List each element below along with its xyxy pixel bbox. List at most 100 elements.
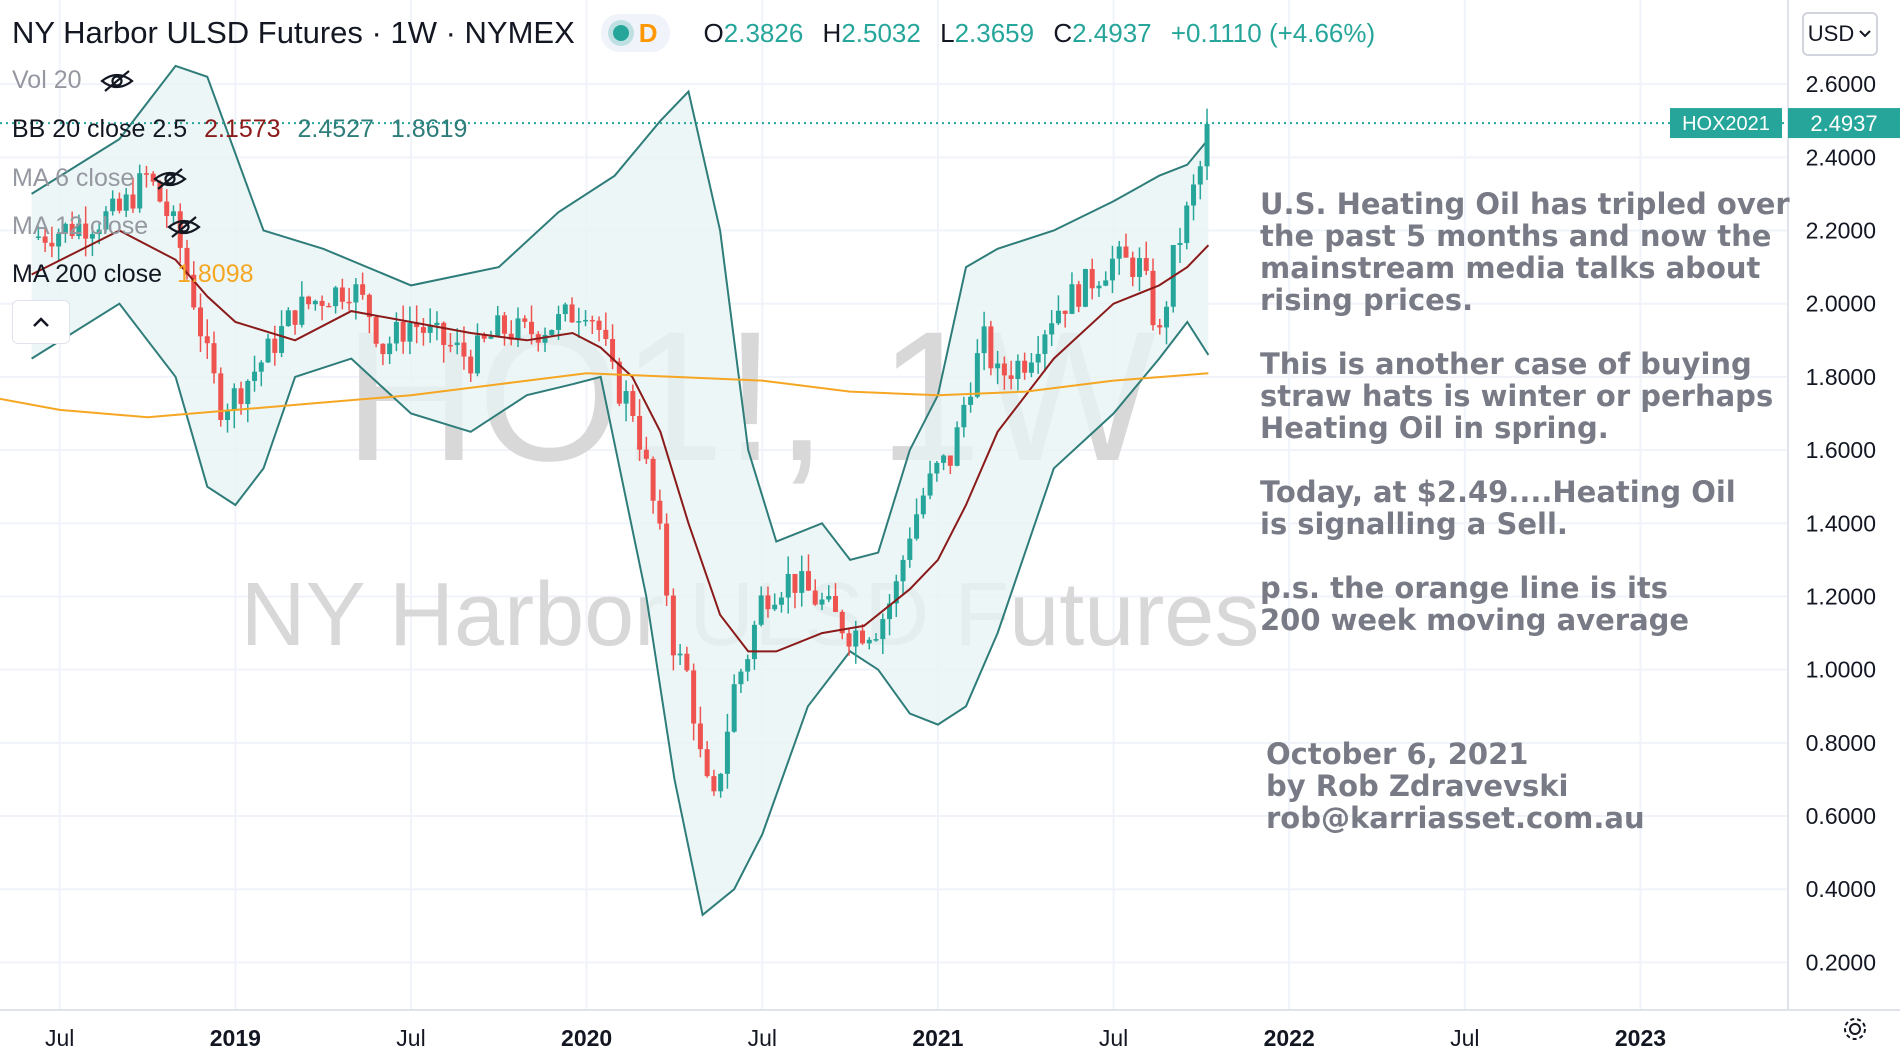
hidden-eye-icon[interactable] [153, 167, 187, 191]
price-tick-label: 0.4000 [1806, 876, 1876, 902]
indicator-ma6-label: MA 6 close [12, 164, 135, 192]
candle-body [873, 639, 879, 641]
hidden-eye-icon[interactable] [100, 69, 135, 93]
currency-selector[interactable]: USD [1802, 12, 1878, 56]
candle-body [934, 462, 940, 474]
candle-body [569, 304, 575, 323]
ohlc-open: 2.3826 [723, 17, 804, 48]
candle-body [69, 223, 75, 237]
candle-body [968, 396, 974, 405]
price-tick-label: 2.4000 [1806, 144, 1876, 170]
candle-body [623, 391, 629, 404]
candle-body [1204, 123, 1210, 167]
time-tick-label: 2023 [1615, 1025, 1666, 1051]
indicator-bb[interactable]: BB 20 close 2.5 2.1573 2.4527 1.8619 [12, 115, 467, 144]
candle-body [576, 321, 582, 323]
gear-icon[interactable] [1840, 1014, 1870, 1044]
candle-body [718, 773, 724, 792]
candle-body [501, 315, 507, 334]
collapse-legend-button[interactable] [12, 300, 70, 344]
indicator-ma12[interactable]: MA 12 close [12, 212, 201, 241]
candle-body [1082, 269, 1088, 307]
candle-body [961, 404, 967, 428]
ohlc-close-label: C [1053, 17, 1073, 48]
time-axis[interactable]: Jul 2019 Jul 2020 Jul 2021 Jul 2022 Jul 2023 [45, 1025, 1666, 1051]
candle-body [96, 229, 102, 235]
indicator-lines [0, 229, 1210, 653]
ohlc-high-label: H [822, 17, 842, 48]
exchange: NYMEX [464, 15, 575, 50]
hidden-eye-icon[interactable] [167, 215, 201, 239]
candle-body [393, 321, 399, 344]
candle-body [89, 234, 95, 239]
delayed-badge: D [638, 17, 658, 48]
candle-body [556, 314, 562, 330]
candle-body [914, 514, 920, 539]
candle-body [461, 342, 467, 357]
candle-body [650, 458, 656, 501]
candle-body [1062, 310, 1068, 314]
candle-body [954, 427, 960, 466]
price-tick-label: 1.6000 [1806, 437, 1876, 463]
indicator-ma12-label: MA 12 close [12, 212, 149, 240]
candle-body [1130, 257, 1136, 278]
candle-body [1150, 270, 1156, 326]
indicator-ma200[interactable]: MA 200 close 1.8098 [12, 260, 254, 289]
candle-body [366, 294, 372, 318]
candle-body [400, 321, 406, 342]
candle-body [792, 573, 798, 593]
candle-body [893, 581, 899, 604]
candle-body [346, 301, 352, 304]
indicator-ma6[interactable]: MA 6 close [12, 164, 187, 193]
interval[interactable]: 1W [390, 15, 437, 50]
candle-body [1164, 306, 1170, 328]
candle-body [1123, 246, 1129, 258]
candle-body [137, 173, 143, 209]
candle-body [765, 595, 771, 610]
candle-body [285, 310, 291, 327]
candle-body [542, 334, 548, 343]
candle-body [218, 373, 224, 421]
market-status[interactable]: D [600, 14, 670, 52]
candle-body [1184, 205, 1190, 244]
candle-body [691, 670, 697, 724]
candle-body [306, 296, 312, 305]
candle-body [191, 274, 197, 308]
separator-dot: · [362, 15, 391, 50]
candle-body [920, 495, 926, 515]
candle-body [819, 599, 825, 605]
bollinger-lower-line [31, 302, 1210, 917]
candle-body [447, 344, 453, 347]
candle-body [360, 284, 366, 295]
time-tick-label: 2019 [210, 1025, 261, 1051]
candle-body [265, 338, 271, 363]
candle-body [1157, 325, 1163, 328]
candle-body [1191, 184, 1197, 206]
candle-body [1022, 360, 1028, 373]
price-axis[interactable]: 0.2000 0.4000 0.6000 0.8000 1.0000 1.2000 1.40… [1806, 71, 1876, 975]
ohlc-change: +0.1110 (+4.66%) [1170, 17, 1376, 48]
candle-body [35, 236, 41, 238]
candle-body [272, 338, 278, 353]
candle-body [1197, 166, 1203, 185]
symbol-title[interactable]: NY Harbor ULSD Futures [12, 15, 363, 50]
candle-body [420, 327, 426, 333]
candle-body [1076, 284, 1082, 307]
candle-body [150, 173, 156, 182]
candle-body [900, 559, 906, 582]
price-tick-label: 0.2000 [1806, 949, 1876, 975]
indicator-vol[interactable]: Vol 20 [12, 66, 135, 95]
candle-body [204, 336, 210, 344]
candle-body [238, 388, 244, 405]
chart-header: NY Harbor ULSD Futures · 1W · NYMEX D O2… [12, 14, 1375, 52]
bb-lower-value: 1.8619 [390, 115, 468, 143]
candle-body [1096, 285, 1102, 289]
candle-body [468, 356, 474, 374]
candles [35, 108, 1210, 798]
candle-body [62, 223, 68, 234]
candle-body [697, 723, 703, 750]
candle-body [887, 603, 893, 620]
time-tick-label: Jul [45, 1025, 74, 1051]
candle-body [853, 630, 859, 647]
